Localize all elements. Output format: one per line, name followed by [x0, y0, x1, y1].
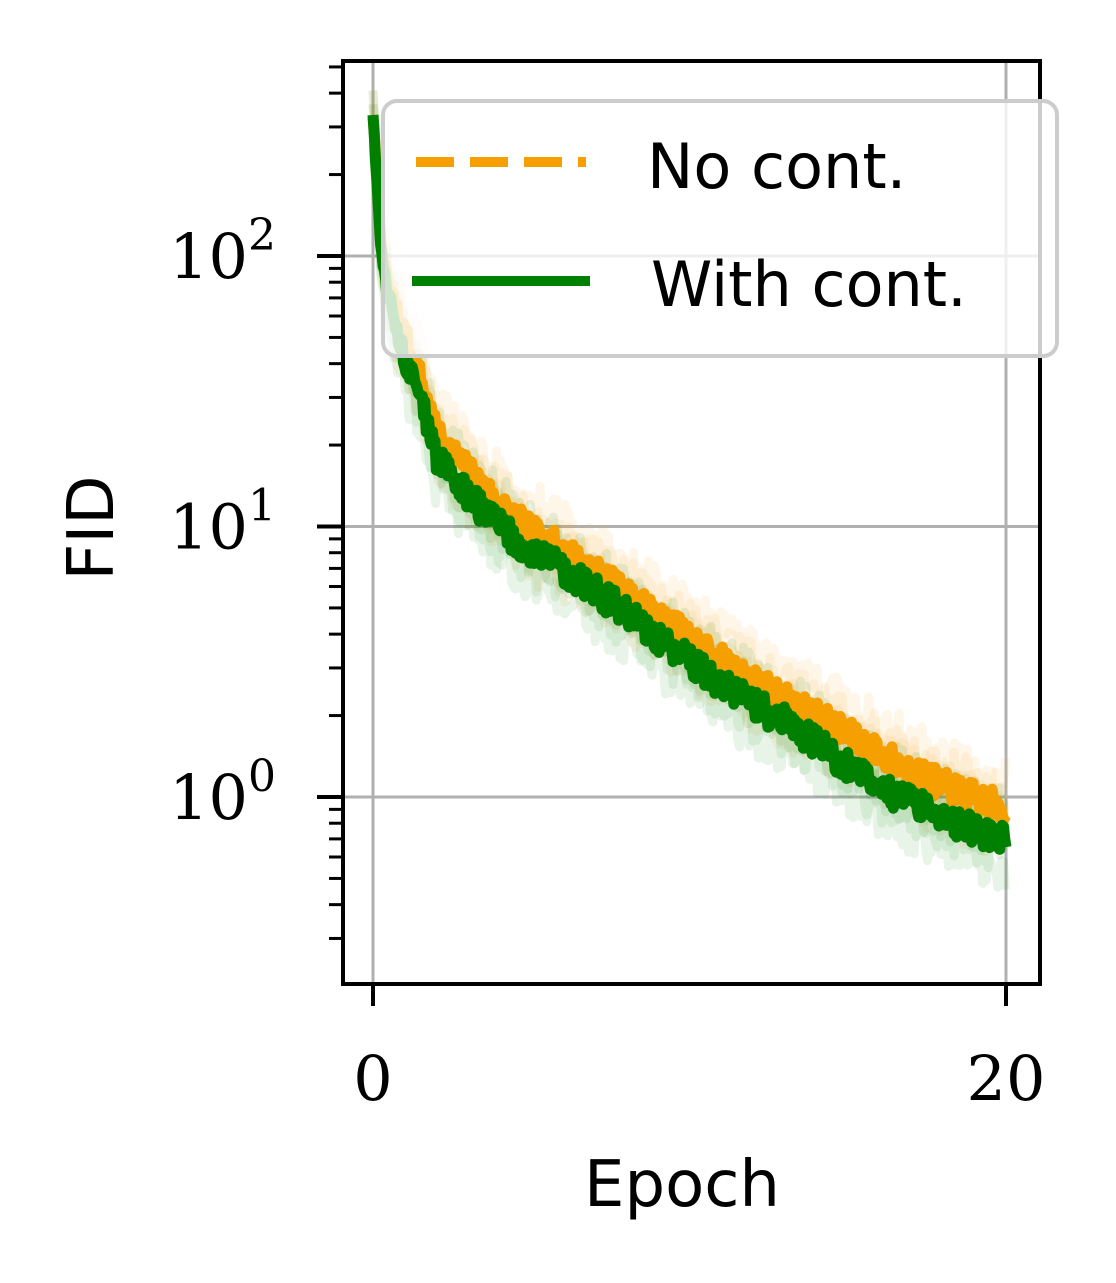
y-tick-label: 100 [169, 751, 276, 834]
y-tick-label: 102 [169, 210, 276, 293]
series-line-no-cont [367, 116, 1011, 825]
legend-label-no-cont: No cont. [647, 130, 906, 203]
x-tick-label: 0 [353, 1042, 392, 1115]
plot-frame [341, 59, 1042, 986]
x-axis-label: Epoch [584, 1148, 780, 1222]
axis-ticks: 0 20 100 101 102 [169, 65, 1046, 1115]
legend: No cont. With cont. [381, 99, 1059, 358]
series-line-with-cont [367, 114, 1012, 855]
series-lines [367, 114, 1012, 855]
legend-label-with-cont: With cont. [651, 248, 967, 321]
x-tick-label: 20 [967, 1042, 1046, 1115]
y-axis-label: FID [55, 476, 129, 581]
y-tick-label: 101 [169, 481, 276, 564]
seed-band-no-cont [368, 90, 1010, 800]
seed-band-with-cont [368, 144, 1010, 892]
